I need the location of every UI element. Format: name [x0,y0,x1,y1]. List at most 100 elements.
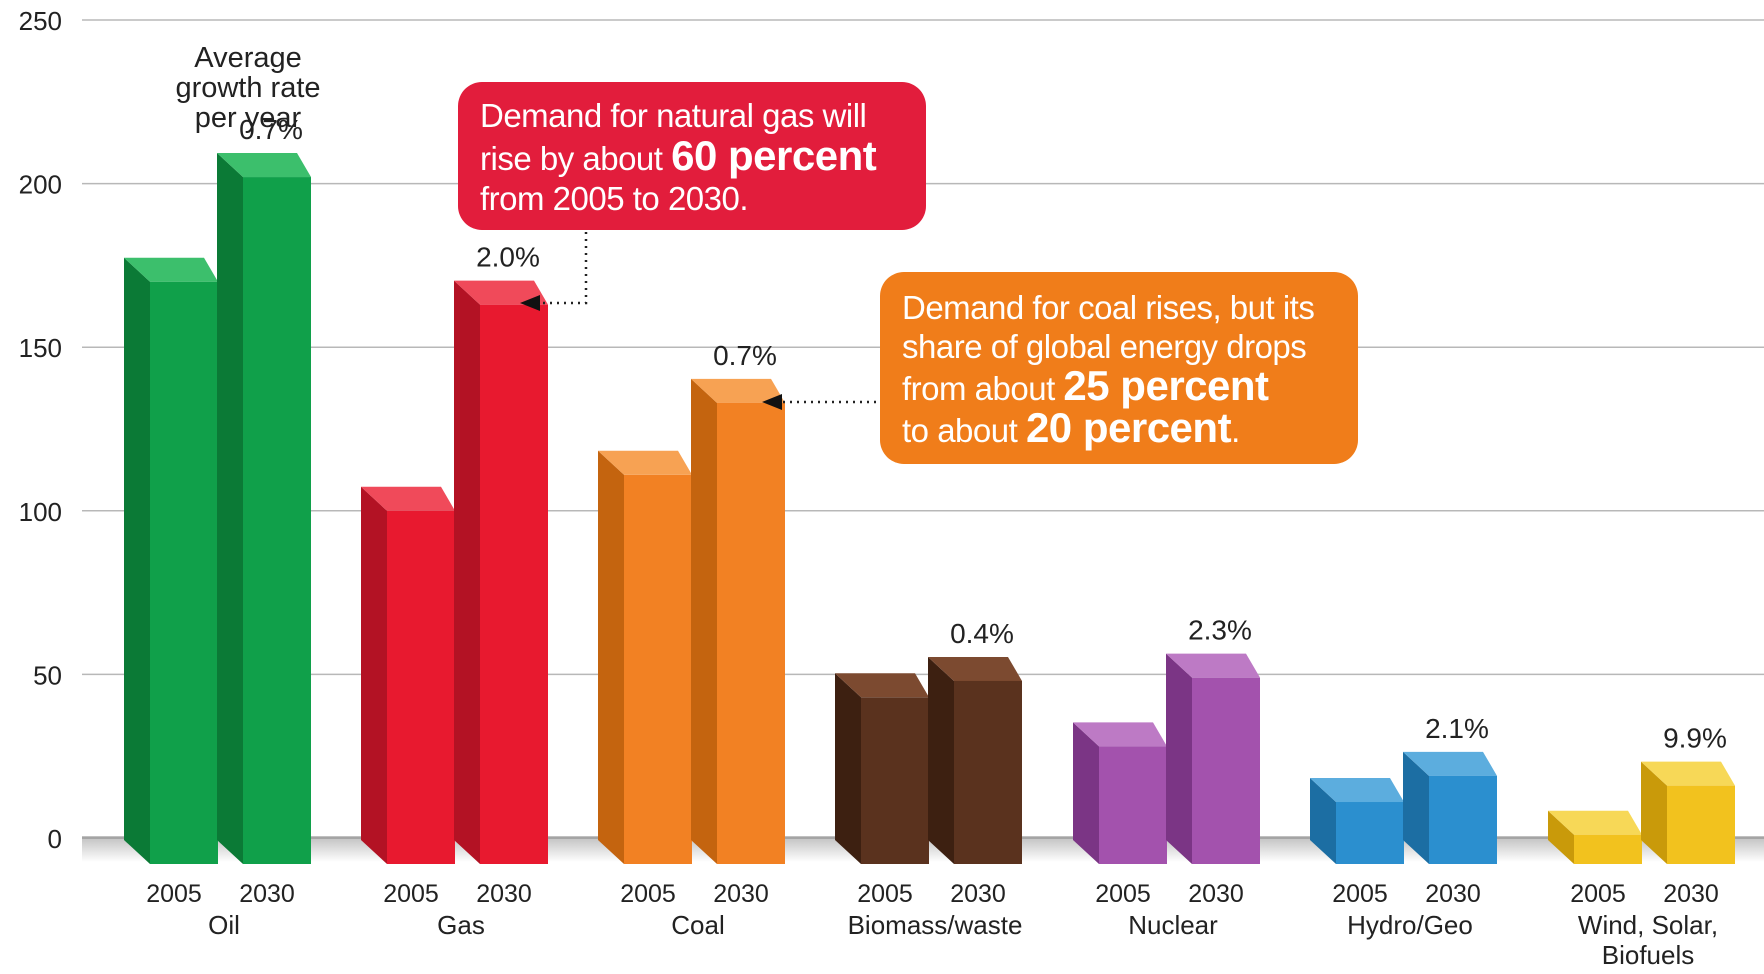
x-year-label: 2030 [713,880,769,908]
x-year-label: 2005 [383,880,439,908]
bar-side [361,486,387,864]
y-tick-label: 50 [33,660,62,690]
bar-front [387,510,455,864]
bar-gas-2030 [454,280,548,864]
x-category-label: Wind, Solar, [1578,910,1718,940]
bar-top [598,450,692,475]
bar-oil-2030 [217,153,311,864]
bar-front [1099,746,1167,864]
bar-front [150,281,218,864]
bar-hydro-geo-2005 [1310,778,1404,864]
gas-arrowhead [520,295,540,311]
bar-wind-solar-biofuels-2005 [1548,810,1642,864]
callout-emphasis: 20 percent [1025,404,1232,451]
bar-top [691,378,785,403]
bar-top [454,280,548,305]
x-category-label: Gas [437,910,485,940]
callout-emphasis: 60 percent [671,132,877,179]
callout-text: Demand for coal rises, but its [902,289,1315,326]
x-year-label: 2030 [1425,880,1481,908]
callout-line: Demand for coal rises, but its [902,288,1336,327]
bar-side [928,656,954,864]
growth-rate-label: 2.0% [476,242,540,273]
bar-side [1403,751,1429,864]
bar-front [861,697,929,864]
bar-top [361,486,455,511]
growth-heading-line: Average [194,42,302,74]
bar-side [1073,722,1099,864]
growth-rate-label: 0.7% [239,114,303,145]
bar-top [217,153,311,178]
bar-side [835,673,861,864]
x-category-label: Biomass/waste [848,910,1023,940]
coal-arrowhead [762,394,782,410]
bar-front [1336,802,1404,864]
gas-callout: Demand for natural gas will rise by about… [458,82,926,230]
bar-nuclear-2030 [1166,653,1260,864]
bar-side [1641,761,1667,864]
x-year-label: 2005 [146,880,202,908]
bar-side [1548,810,1574,864]
growth-rate-label: 9.9% [1663,723,1727,754]
x-category-label: Coal [671,910,724,940]
callout-text: to about [902,412,1026,449]
x-year-label: 2030 [1188,880,1244,908]
callout-line: to about 20 percent. [902,407,1336,450]
growth-heading-line: growth rate [175,72,320,104]
callout-line: share of global energy drops [902,327,1336,366]
x-category-label: Hydro/Geo [1347,910,1473,940]
bar-coal-2005 [598,450,692,864]
growth-rate-label: 2.1% [1425,713,1489,744]
bar-top [1641,761,1735,786]
bar-side [691,378,717,864]
callout-line: Demand for natural gas will [480,96,904,136]
y-tick-label: 200 [19,170,62,200]
bar-top [835,673,929,698]
callout-line: rise by about 60 percent [480,135,904,179]
bar-nuclear-2005 [1073,722,1167,864]
bar-top [1073,722,1167,747]
bar-hydro-geo-2030 [1403,751,1497,864]
y-tick-label: 250 [19,6,62,36]
bar-top [1166,653,1260,678]
bar-oil-2005 [124,257,218,864]
bar-front [1192,677,1260,864]
callout-text: rise by about [480,140,672,177]
bar-front [717,402,785,864]
bar-gas-2005 [361,486,455,864]
bar-side [217,153,243,864]
x-year-label: 2005 [620,880,676,908]
bar-front [624,474,692,864]
bar-wind-solar-biofuels-2030 [1641,761,1735,864]
bar-side [124,257,150,864]
bar-side [1166,653,1192,864]
callout-text: from 2005 to 2030. [480,180,749,217]
x-year-label: 2005 [1332,880,1388,908]
callout-emphasis: 25 percent [1063,362,1269,409]
x-year-label: 2030 [950,880,1006,908]
bar-side [1310,778,1336,864]
callout-text: from about [902,370,1064,407]
bar-front [954,680,1022,864]
x-year-label: 2030 [239,880,295,908]
x-year-label: 2030 [476,880,532,908]
bar-top [1403,751,1497,776]
callout-line: from 2005 to 2030. [480,179,904,219]
x-category-label: Biofuels [1602,940,1695,969]
callout-line: from about 25 percent [902,365,1336,408]
y-tick-label: 0 [48,824,62,854]
growth-rate-label: 0.4% [950,618,1014,649]
gas-connector [536,232,588,305]
growth-rate-label: 0.7% [713,340,777,371]
growth-rate-label: 2.3% [1188,615,1252,646]
growth-heading-line: per year [195,102,302,134]
bar-front [1574,834,1642,864]
bar-top [928,656,1022,681]
bar-top [124,257,218,282]
bar-top [1310,778,1404,803]
bar-front [243,177,311,864]
bar-front [1667,785,1735,864]
bar-biomass-waste-2005 [835,673,929,864]
callout-text: Demand for natural gas will [480,97,867,134]
